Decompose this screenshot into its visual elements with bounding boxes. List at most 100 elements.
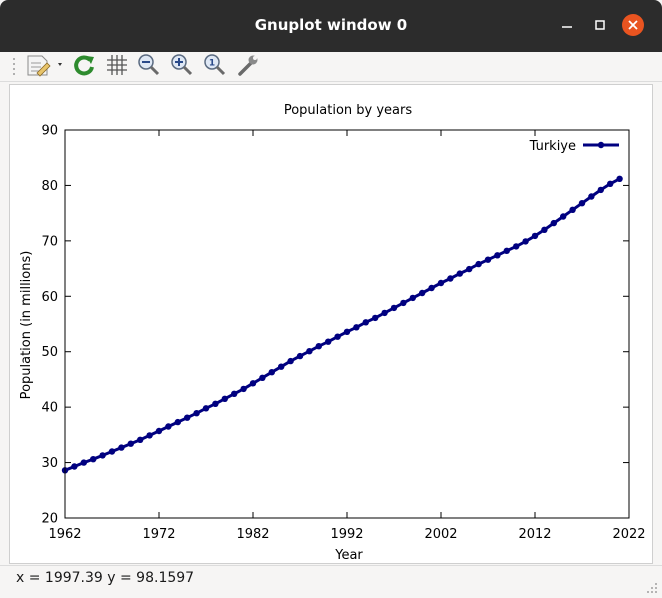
export-icon [27,55,62,77]
legend-point-sample [597,141,605,149]
data-point [372,314,379,322]
x-tick-label: 1972 [142,527,175,542]
data-point [325,338,332,345]
series-line [64,177,621,472]
data-point [146,432,153,439]
zoom-out-button[interactable] [136,52,162,78]
data-point [202,405,210,412]
y-tick-label: 20 [41,512,58,527]
zoom-in-icon [171,54,193,76]
data-point [531,232,539,240]
x-axis-label: Year [334,548,363,563]
data-point [456,270,463,277]
data-point [503,247,510,254]
zoom-out-icon [138,54,160,76]
data-point [569,206,576,213]
data-point [90,456,97,463]
data-point [550,219,557,227]
title-bar[interactable]: Gnuplot window 0 [0,0,662,52]
y-tick-label: 70 [41,234,58,249]
legend-label: Turkiye [529,139,576,154]
cursor-coordinates: x = 1997.39 y = 98.1597 [16,570,195,586]
replot-button[interactable] [71,52,97,78]
data-point [428,284,435,292]
toolbar-handle-icon[interactable] [11,56,17,78]
line-chart[interactable]: Population by years Year Population (in … [10,85,654,565]
data-point [268,369,275,376]
chart-title: Population by years [284,103,413,118]
data-point [419,289,426,297]
data-point [193,410,200,417]
zoom-reset-button[interactable]: 1 [202,52,228,78]
data-point [343,328,351,335]
export-button[interactable] [24,52,66,78]
y-axis-label: Population (in millions) [19,251,34,400]
replot-icon [74,55,94,76]
x-tick-label: 2002 [424,527,457,542]
x-tick-label: 1982 [236,527,269,542]
series-layer [61,175,623,474]
data-point [221,395,228,402]
close-icon [628,20,638,30]
plot-border [64,129,630,519]
data-point [315,343,322,350]
data-point [522,238,529,245]
data-point [127,440,134,447]
data-point [259,374,266,381]
grid-button[interactable] [103,52,129,78]
svg-text:1: 1 [209,59,215,69]
settings-button[interactable] [235,52,261,78]
y-tick-label: 40 [41,401,58,416]
data-point [409,294,416,302]
toolbar: 1 [0,52,662,82]
status-bar: x = 1997.39 y = 98.1597 [0,565,662,598]
resize-grip-icon[interactable] [646,582,658,594]
data-point [334,333,341,340]
minimize-button[interactable] [556,14,578,36]
minimize-icon [562,26,572,28]
x-tick-label: 1962 [48,527,81,542]
data-point [597,186,604,194]
data-point [118,444,125,451]
data-point [578,200,586,207]
data-point [306,348,313,355]
data-point [381,309,388,317]
data-point [541,226,548,233]
data-point [184,414,191,421]
zoom-reset-icon: 1 [204,54,226,76]
data-point [484,256,492,263]
data-point [137,436,144,443]
data-point [155,427,163,435]
data-point [249,380,257,387]
plot-canvas[interactable]: Population by years Year Population (in … [9,84,653,564]
grid-icon [107,55,127,75]
data-point [513,243,520,250]
maximize-button[interactable] [589,14,611,36]
close-button[interactable] [622,14,644,36]
zoom-in-button[interactable] [169,52,195,78]
maximize-icon [595,20,605,30]
data-point [99,452,106,459]
data-point [400,299,407,307]
y-tick-label: 90 [41,124,58,139]
data-point [560,213,567,220]
data-point [588,193,595,200]
data-point [296,352,304,360]
data-point [390,304,398,312]
data-point [437,279,445,287]
x-tick-label: 1992 [330,527,363,542]
axis-ticks: 20 30 40 50 60 70 80 90 1962 1972 1982 1992 2002 2012… [41,124,645,543]
data-point [212,400,219,407]
data-point [287,357,294,365]
settings-icon [238,55,258,76]
y-tick-label: 50 [41,345,58,360]
x-tick-label: 2022 [612,527,645,542]
window-title: Gnuplot window 0 [254,16,408,34]
data-point [616,175,623,182]
data-point [353,324,360,331]
data-point [165,423,172,430]
data-point [447,275,454,282]
data-point [240,385,247,393]
data-point [80,459,88,466]
